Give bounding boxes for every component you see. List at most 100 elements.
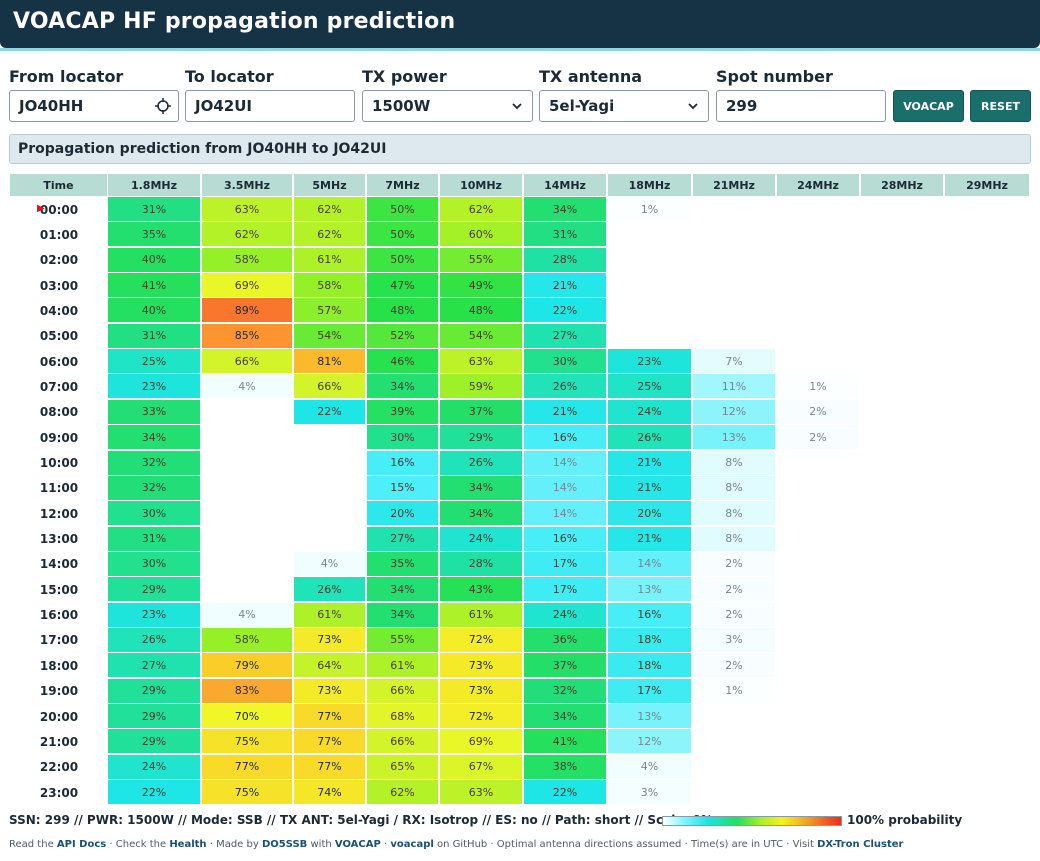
probability-cell[interactable]: 24% (524, 602, 606, 627)
probability-cell[interactable]: 89% (202, 298, 292, 323)
probability-cell[interactable]: 23% (108, 602, 200, 627)
probability-cell[interactable]: 33% (108, 399, 200, 424)
probability-cell[interactable]: 22% (524, 780, 606, 805)
probability-cell[interactable]: 34% (108, 425, 200, 450)
probability-cell[interactable]: 34% (367, 577, 438, 602)
probability-cell[interactable]: 35% (367, 551, 438, 576)
probability-cell[interactable]: 35% (108, 222, 200, 247)
probability-cell[interactable]: 63% (440, 780, 522, 805)
probability-cell[interactable]: 77% (294, 729, 365, 754)
probability-cell[interactable]: 60% (440, 222, 522, 247)
probability-cell[interactable]: 64% (294, 653, 365, 678)
probability-cell[interactable]: 75% (202, 780, 292, 805)
probability-cell[interactable]: 14% (524, 501, 606, 526)
probability-cell[interactable]: 17% (524, 551, 606, 576)
probability-cell[interactable]: 1% (608, 197, 691, 221)
probability-cell[interactable]: 4% (202, 374, 292, 399)
probability-cell[interactable]: 32% (524, 678, 606, 703)
probability-cell[interactable]: 34% (440, 475, 522, 500)
voacap-button[interactable]: VOACAP (893, 90, 964, 122)
probability-cell[interactable]: 23% (108, 374, 200, 399)
probability-cell[interactable]: 22% (108, 780, 200, 805)
probability-cell[interactable]: 62% (440, 197, 522, 221)
probability-cell[interactable]: 48% (440, 298, 522, 323)
probability-cell[interactable]: 28% (440, 551, 522, 576)
probability-cell[interactable]: 24% (608, 399, 691, 424)
probability-cell[interactable]: 2% (777, 399, 859, 424)
probability-cell[interactable]: 16% (524, 526, 606, 551)
author-link[interactable]: DO5SSB (261, 839, 308, 850)
probability-cell[interactable]: 14% (524, 475, 606, 500)
probability-cell[interactable]: 61% (294, 602, 365, 627)
probability-cell[interactable]: 36% (524, 627, 606, 652)
probability-cell[interactable]: 2% (777, 425, 859, 450)
probability-cell[interactable]: 20% (608, 501, 691, 526)
probability-cell[interactable]: 15% (367, 475, 438, 500)
probability-cell[interactable]: 37% (440, 399, 522, 424)
probability-cell[interactable]: 17% (608, 678, 691, 703)
probability-cell[interactable]: 41% (524, 729, 606, 754)
probability-cell[interactable]: 66% (294, 374, 365, 399)
probability-cell[interactable]: 12% (608, 729, 691, 754)
tx-power-select[interactable]: 1500W (362, 90, 533, 122)
probability-cell[interactable]: 61% (440, 602, 522, 627)
probability-cell[interactable]: 70% (202, 704, 292, 728)
probability-cell[interactable]: 50% (367, 222, 438, 247)
voacap-link[interactable]: VOACAP (334, 839, 381, 850)
probability-cell[interactable]: 34% (367, 374, 438, 399)
probability-cell[interactable]: 30% (367, 425, 438, 450)
probability-cell[interactable]: 8% (693, 450, 775, 475)
probability-cell[interactable]: 62% (367, 780, 438, 805)
probability-cell[interactable]: 79% (202, 653, 292, 678)
probability-cell[interactable]: 4% (294, 551, 365, 576)
probability-cell[interactable]: 63% (440, 349, 522, 374)
probability-cell[interactable]: 21% (608, 526, 691, 551)
probability-cell[interactable]: 73% (440, 678, 522, 703)
api-docs-link[interactable]: API Docs (56, 839, 107, 850)
probability-cell[interactable]: 58% (294, 273, 365, 298)
probability-cell[interactable]: 62% (294, 222, 365, 247)
probability-cell[interactable]: 8% (693, 526, 775, 551)
probability-cell[interactable]: 28% (524, 247, 606, 272)
probability-cell[interactable]: 39% (367, 399, 438, 424)
probability-cell[interactable]: 4% (608, 754, 691, 779)
probability-cell[interactable]: 40% (108, 298, 200, 323)
probability-cell[interactable]: 27% (367, 526, 438, 551)
probability-cell[interactable]: 57% (294, 298, 365, 323)
probability-cell[interactable]: 30% (524, 349, 606, 374)
probability-cell[interactable]: 8% (693, 501, 775, 526)
probability-cell[interactable]: 32% (108, 450, 200, 475)
probability-cell[interactable]: 25% (608, 374, 691, 399)
probability-cell[interactable]: 43% (440, 577, 522, 602)
probability-cell[interactable]: 2% (693, 602, 775, 627)
probability-cell[interactable]: 66% (202, 349, 292, 374)
probability-cell[interactable]: 16% (524, 425, 606, 450)
probability-cell[interactable]: 4% (202, 602, 292, 627)
reset-button[interactable]: RESET (970, 90, 1031, 122)
voacapl-link[interactable]: voacapl (390, 839, 434, 850)
probability-cell[interactable]: 38% (524, 754, 606, 779)
probability-cell[interactable]: 30% (108, 501, 200, 526)
probability-cell[interactable]: 1% (777, 374, 859, 399)
probability-cell[interactable]: 13% (608, 577, 691, 602)
probability-cell[interactable]: 18% (608, 653, 691, 678)
probability-cell[interactable]: 69% (202, 273, 292, 298)
tx-antenna-select[interactable]: 5el-Yagi (539, 90, 709, 122)
probability-cell[interactable]: 23% (608, 349, 691, 374)
probability-cell[interactable]: 3% (608, 780, 691, 805)
probability-cell[interactable]: 77% (294, 704, 365, 728)
probability-cell[interactable]: 21% (608, 475, 691, 500)
probability-cell[interactable]: 22% (294, 399, 365, 424)
probability-cell[interactable]: 66% (367, 678, 438, 703)
probability-cell[interactable]: 13% (608, 704, 691, 728)
probability-cell[interactable]: 16% (608, 602, 691, 627)
health-link[interactable]: Health (169, 839, 207, 850)
probability-cell[interactable]: 27% (524, 323, 606, 348)
probability-cell[interactable]: 40% (108, 247, 200, 272)
probability-cell[interactable]: 25% (108, 349, 200, 374)
probability-cell[interactable]: 58% (202, 247, 292, 272)
probability-cell[interactable]: 29% (108, 577, 200, 602)
probability-cell[interactable]: 30% (108, 551, 200, 576)
probability-cell[interactable]: 31% (108, 197, 200, 221)
probability-cell[interactable]: 29% (108, 704, 200, 728)
